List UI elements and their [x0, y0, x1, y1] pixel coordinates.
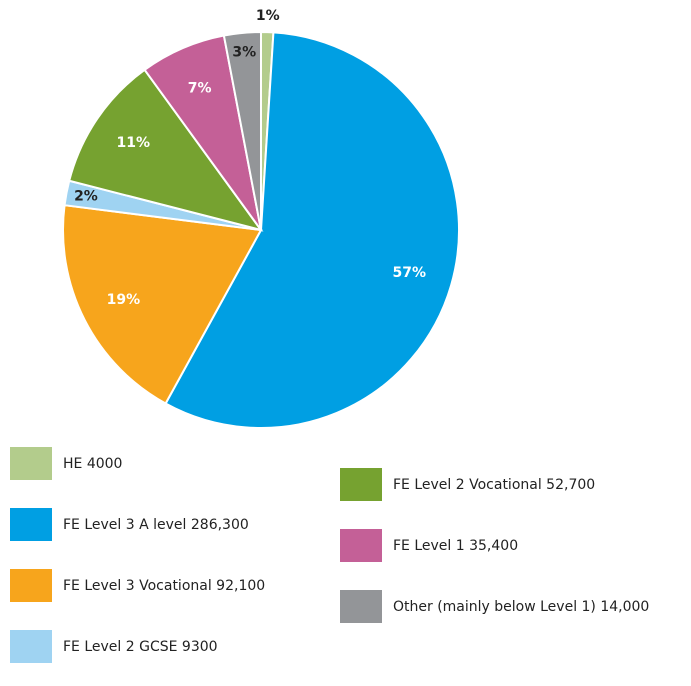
slice-label: 2% [74, 189, 98, 205]
slice-label: 1% [256, 8, 280, 24]
legend-swatch [340, 590, 382, 623]
legend-label: Other (mainly below Level 1) 14,000 [393, 599, 649, 615]
legend-label: FE Level 3 Vocational 92,100 [63, 578, 265, 594]
pie-slice [68, 68, 264, 232]
pie-slice [222, 30, 262, 231]
slice-label: 7% [188, 80, 212, 96]
legend-label: FE Level 2 Vocational 52,700 [393, 477, 595, 493]
legend-swatch [10, 630, 52, 663]
slice-label: 57% [393, 265, 427, 281]
legend-label: FE Level 2 GCSE 9300 [63, 639, 218, 655]
slice-label: 3% [232, 45, 256, 61]
legend-label: FE Level 1 35,400 [393, 538, 518, 554]
legend-swatch [10, 447, 52, 480]
legend-label: HE 4000 [63, 456, 122, 472]
legend-swatch [340, 529, 382, 562]
legend-label: FE Level 3 A level 286,300 [63, 517, 249, 533]
slice-label: 11% [117, 135, 151, 151]
legend-swatch [10, 569, 52, 602]
legend-swatch [10, 508, 52, 541]
slice-label: 19% [107, 292, 141, 308]
pie-slice [62, 204, 263, 405]
pie-slice [164, 31, 460, 429]
legend-swatch [340, 468, 382, 501]
